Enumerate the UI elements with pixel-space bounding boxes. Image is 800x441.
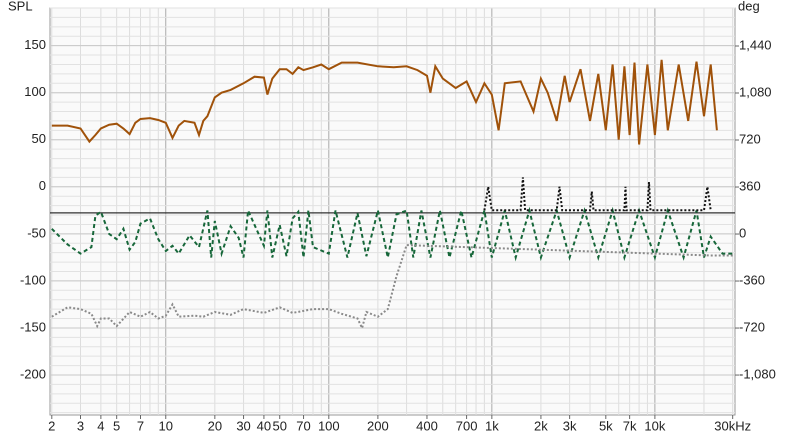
x-tick-label: 5k xyxy=(599,418,613,433)
x-tick-label: 4 xyxy=(97,418,104,433)
y2-axis-label: deg xyxy=(738,0,760,13)
y2-tick-label: 1,080 xyxy=(739,84,772,99)
y2-tick-label: -720 xyxy=(739,319,765,334)
x-tick-label: 50 xyxy=(272,418,286,433)
y-tick-label: -50 xyxy=(27,225,46,240)
y-tick-label: -200 xyxy=(20,366,46,381)
y2-tick-label: 0 xyxy=(739,225,746,240)
series-line xyxy=(51,59,718,145)
x-tick-label: 3 xyxy=(77,418,84,433)
y-tick-label: 100 xyxy=(24,84,46,99)
y-tick-label: -150 xyxy=(20,319,46,334)
y-tick-label: -100 xyxy=(20,272,46,287)
x-tick-label: 2k xyxy=(534,418,548,433)
x-tick-label: 7k xyxy=(623,418,637,433)
x-tick-label: 30 xyxy=(236,418,250,433)
y2-tick-label: 360 xyxy=(739,178,761,193)
y2-tick-label: 720 xyxy=(739,131,761,146)
x-tick-label: 400 xyxy=(416,418,438,433)
x-tick-label: 200 xyxy=(367,418,389,433)
y-tick-label: 0 xyxy=(39,178,46,193)
x-tick-label: 70 xyxy=(296,418,310,433)
y2-tick-label: -1,080 xyxy=(739,366,776,381)
y2-tick-label: 1,440 xyxy=(739,37,772,52)
x-tick-label: 1k xyxy=(485,418,499,433)
x-tick-label: 10k xyxy=(644,418,665,433)
x-tick-label: 3k xyxy=(563,418,577,433)
x-tick-label: 700 xyxy=(456,418,478,433)
plot-area xyxy=(49,7,736,416)
x-tick-label: 5 xyxy=(113,418,120,433)
x-tick-label: 100 xyxy=(318,418,340,433)
y-tick-label: 150 xyxy=(24,37,46,52)
y-tick-label: 50 xyxy=(32,131,46,146)
x-tick-label: 40 xyxy=(257,418,271,433)
series-line xyxy=(483,177,712,212)
x-tick-label: 20 xyxy=(208,418,222,433)
x-tick-label: 2 xyxy=(48,418,55,433)
x-tick-label: 7 xyxy=(137,418,144,433)
x-tick-label: 30kHz xyxy=(714,418,751,433)
x-tick-label: 10 xyxy=(159,418,173,433)
y-axis-label: SPL xyxy=(8,0,33,13)
series-line xyxy=(51,206,733,262)
series-line xyxy=(51,244,733,331)
y2-tick-label: -360 xyxy=(739,272,765,287)
